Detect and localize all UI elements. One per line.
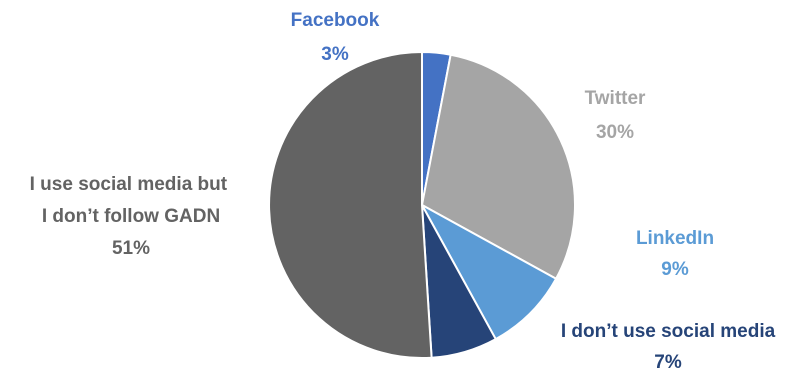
label-linkedin-name: LinkedIn bbox=[636, 228, 714, 249]
label-no-follow-line-1: I use social media but bbox=[30, 174, 228, 195]
label-linkedin-value: 9% bbox=[661, 259, 689, 280]
pie-slice-twitter bbox=[421, 53, 576, 280]
pie-slice-i-use-social-media-but-i-don-t-follow-gadn bbox=[268, 51, 433, 359]
label-facebook-value: 3% bbox=[321, 44, 349, 65]
pie-slices bbox=[268, 51, 576, 359]
label-no-social-name: I don’t use social media bbox=[561, 321, 776, 342]
label-no-follow-value: 51% bbox=[112, 238, 150, 259]
pie-slice-linkedin bbox=[421, 204, 558, 341]
label-no-follow-name: I use social media but I don’t follow GA… bbox=[30, 174, 233, 227]
label-no-follow-line-2: I don’t follow GADN bbox=[42, 206, 220, 227]
label-twitter-name: Twitter bbox=[585, 88, 646, 109]
label-facebook-name: Facebook bbox=[291, 10, 380, 31]
label-twitter-value: 30% bbox=[596, 122, 634, 143]
label-no-social-value: 7% bbox=[654, 352, 682, 373]
